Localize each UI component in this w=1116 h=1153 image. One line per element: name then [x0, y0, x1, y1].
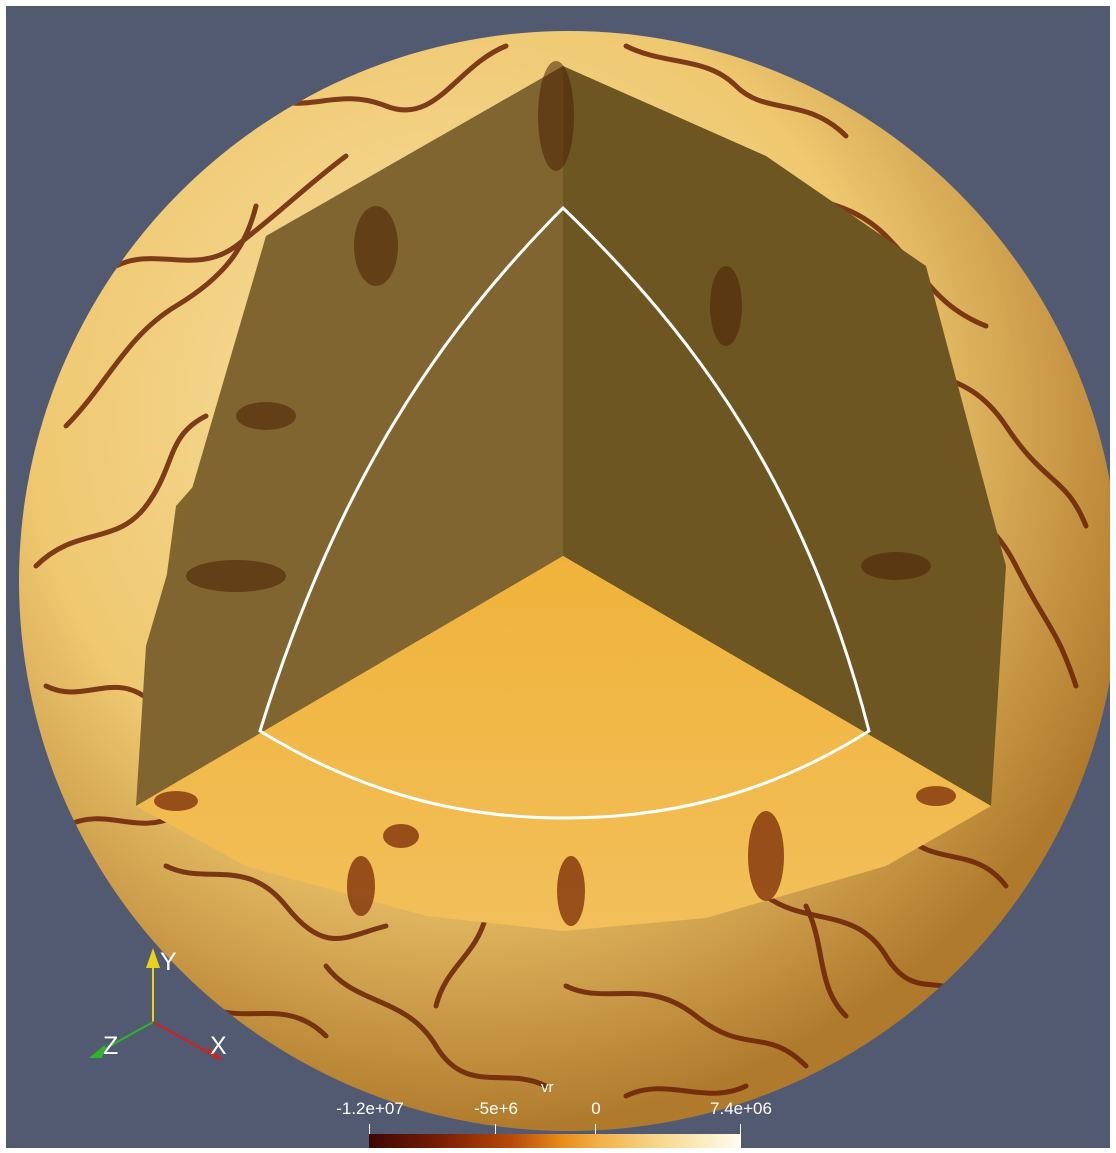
render-viewport[interactable]: Y Z X vr -1.2e+07 -5e+6 0 7.4e+06 [6, 6, 1110, 1148]
colorbar-tick [595, 1124, 596, 1134]
colorbar-tick-label: -1.2e+07 [336, 1099, 404, 1118]
colorbar-tick-label: 7.4e+06 [710, 1099, 772, 1118]
inner-boundary-outline [258, 205, 871, 820]
colorbar-tick [495, 1124, 496, 1134]
colorbar-tick [369, 1124, 370, 1134]
axis-z-label: Z [103, 1032, 119, 1060]
axis-x-label: X [210, 1032, 227, 1060]
axis-y-label: Y [160, 948, 177, 976]
colorbar-title: vr [541, 1079, 554, 1096]
cut-right-wall [563, 66, 1006, 806]
convection-lanes [33, 43, 1089, 1099]
colorbar-gradient [369, 1134, 741, 1148]
wall-plumes [186, 61, 931, 592]
floor-plumes [154, 786, 956, 926]
sphere-render [19, 31, 1110, 1131]
colorbar-tick-label: 0 [591, 1099, 601, 1118]
colorbar-tick-label: -5e+6 [474, 1099, 518, 1118]
orientation-axes [89, 948, 224, 1060]
colorbar-tick [740, 1124, 741, 1134]
